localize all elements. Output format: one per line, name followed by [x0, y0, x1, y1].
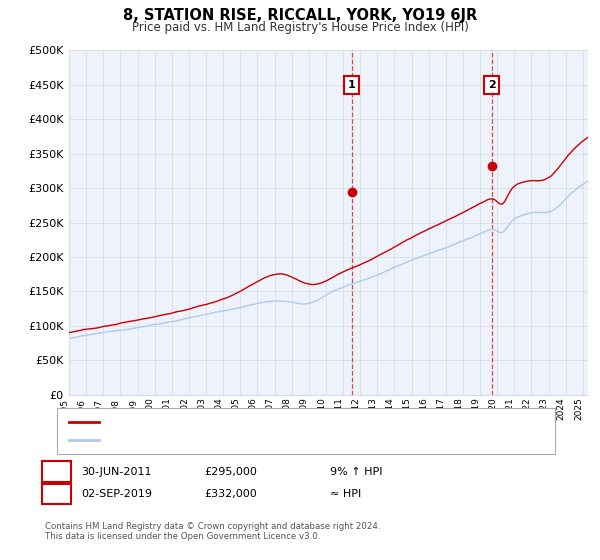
- Text: 2003: 2003: [197, 398, 206, 421]
- Text: £295,000: £295,000: [204, 466, 257, 477]
- Text: 2018: 2018: [454, 398, 463, 421]
- Text: 2002: 2002: [180, 398, 189, 421]
- Text: 2019: 2019: [471, 398, 480, 421]
- Text: HPI: Average price, detached house, North Yorkshire: HPI: Average price, detached house, Nort…: [105, 435, 391, 445]
- Text: 1998: 1998: [112, 398, 121, 421]
- Text: 8, STATION RISE, RICCALL, YORK, YO19 6JR: 8, STATION RISE, RICCALL, YORK, YO19 6JR: [123, 8, 477, 24]
- Text: 9% ↑ HPI: 9% ↑ HPI: [330, 466, 383, 477]
- Text: ≈ HPI: ≈ HPI: [330, 489, 361, 499]
- Text: 2000: 2000: [146, 398, 155, 421]
- Text: 2008: 2008: [283, 398, 292, 421]
- Text: 2009: 2009: [300, 398, 309, 421]
- Text: 2016: 2016: [420, 398, 429, 421]
- Text: 1996: 1996: [77, 398, 86, 421]
- Text: 1997: 1997: [94, 398, 103, 421]
- Text: 2021: 2021: [505, 398, 514, 421]
- Text: 2: 2: [488, 80, 496, 90]
- Text: This data is licensed under the Open Government Licence v3.0.: This data is licensed under the Open Gov…: [45, 532, 320, 541]
- Text: 2: 2: [53, 489, 60, 499]
- Text: 2023: 2023: [539, 398, 548, 421]
- Text: 2014: 2014: [385, 398, 394, 421]
- Text: £332,000: £332,000: [204, 489, 257, 499]
- Text: 2012: 2012: [351, 398, 360, 421]
- Text: 1: 1: [348, 80, 355, 90]
- Text: Contains HM Land Registry data © Crown copyright and database right 2024.: Contains HM Land Registry data © Crown c…: [45, 522, 380, 531]
- Text: 02-SEP-2019: 02-SEP-2019: [81, 489, 152, 499]
- Text: 2007: 2007: [266, 398, 275, 421]
- Text: 2013: 2013: [368, 398, 377, 421]
- Text: 1995: 1995: [60, 398, 69, 421]
- Text: 2004: 2004: [214, 398, 223, 421]
- Text: 2001: 2001: [163, 398, 172, 421]
- Text: 2005: 2005: [231, 398, 240, 421]
- Text: 2020: 2020: [488, 398, 497, 421]
- Text: 2006: 2006: [248, 398, 257, 421]
- Text: 1: 1: [53, 466, 60, 477]
- Text: 30-JUN-2011: 30-JUN-2011: [81, 466, 151, 477]
- Text: Price paid vs. HM Land Registry's House Price Index (HPI): Price paid vs. HM Land Registry's House …: [131, 21, 469, 34]
- Text: 2022: 2022: [523, 398, 532, 420]
- Text: 2024: 2024: [557, 398, 566, 420]
- Text: 1999: 1999: [128, 398, 137, 421]
- Text: 2011: 2011: [334, 398, 343, 421]
- Text: 2017: 2017: [437, 398, 446, 421]
- Text: 8, STATION RISE, RICCALL, YORK, YO19 6JR (detached house): 8, STATION RISE, RICCALL, YORK, YO19 6JR…: [105, 417, 438, 427]
- Text: 2025: 2025: [574, 398, 583, 421]
- Text: 2015: 2015: [403, 398, 412, 421]
- Text: 2010: 2010: [317, 398, 326, 421]
